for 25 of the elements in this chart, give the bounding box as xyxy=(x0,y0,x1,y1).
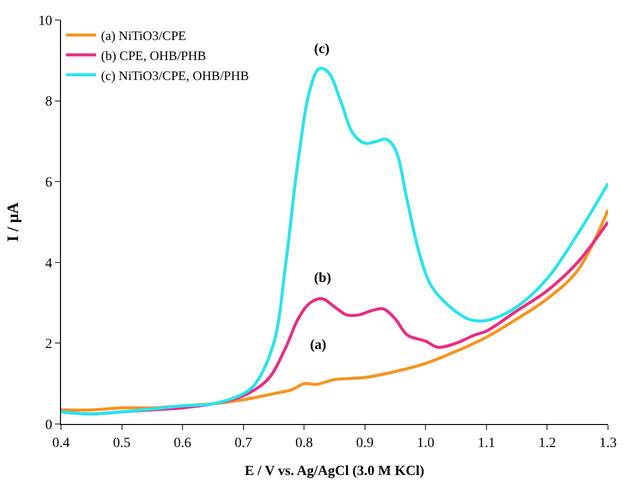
annotation: (c) xyxy=(314,42,330,57)
x-tick-label: 0.9 xyxy=(356,436,374,451)
x-tick-label: 0.4 xyxy=(52,436,70,451)
legend-label: (c) NiTiO3/CPE, OHB/PHB xyxy=(101,68,250,83)
x-tick-label: 0.7 xyxy=(234,436,252,451)
x-tick-label: 0.8 xyxy=(295,436,313,451)
annotation: (b) xyxy=(314,271,332,286)
x-axis-title: E / V vs. Ag/AgCl (3.0 M KCl) xyxy=(244,464,425,480)
x-tick-label: 1.1 xyxy=(478,436,496,451)
y-tick-label: 4 xyxy=(45,256,52,272)
legend-label: (a) NiTiO3/CPE xyxy=(101,28,186,44)
x-tick-label: 0.6 xyxy=(174,436,192,451)
x-tick-label: 1.0 xyxy=(416,436,434,451)
y-tick-label: 10 xyxy=(38,14,52,29)
annotation: (a) xyxy=(310,338,327,353)
x-tick-label: 1.3 xyxy=(599,436,617,451)
legend-label: (b) CPE, OHB/PHB xyxy=(101,48,206,63)
y-tick-label: 2 xyxy=(45,337,52,352)
y-tick-label: 6 xyxy=(45,176,52,190)
x-tick-label: 1.2 xyxy=(538,436,556,451)
y-axis-title: I / µA xyxy=(5,202,22,242)
line-series xyxy=(61,66,608,416)
x-tick-label: 0.5 xyxy=(113,436,131,451)
y-tick-label: 8 xyxy=(45,94,52,110)
y-tick-label: 0 xyxy=(45,418,52,433)
